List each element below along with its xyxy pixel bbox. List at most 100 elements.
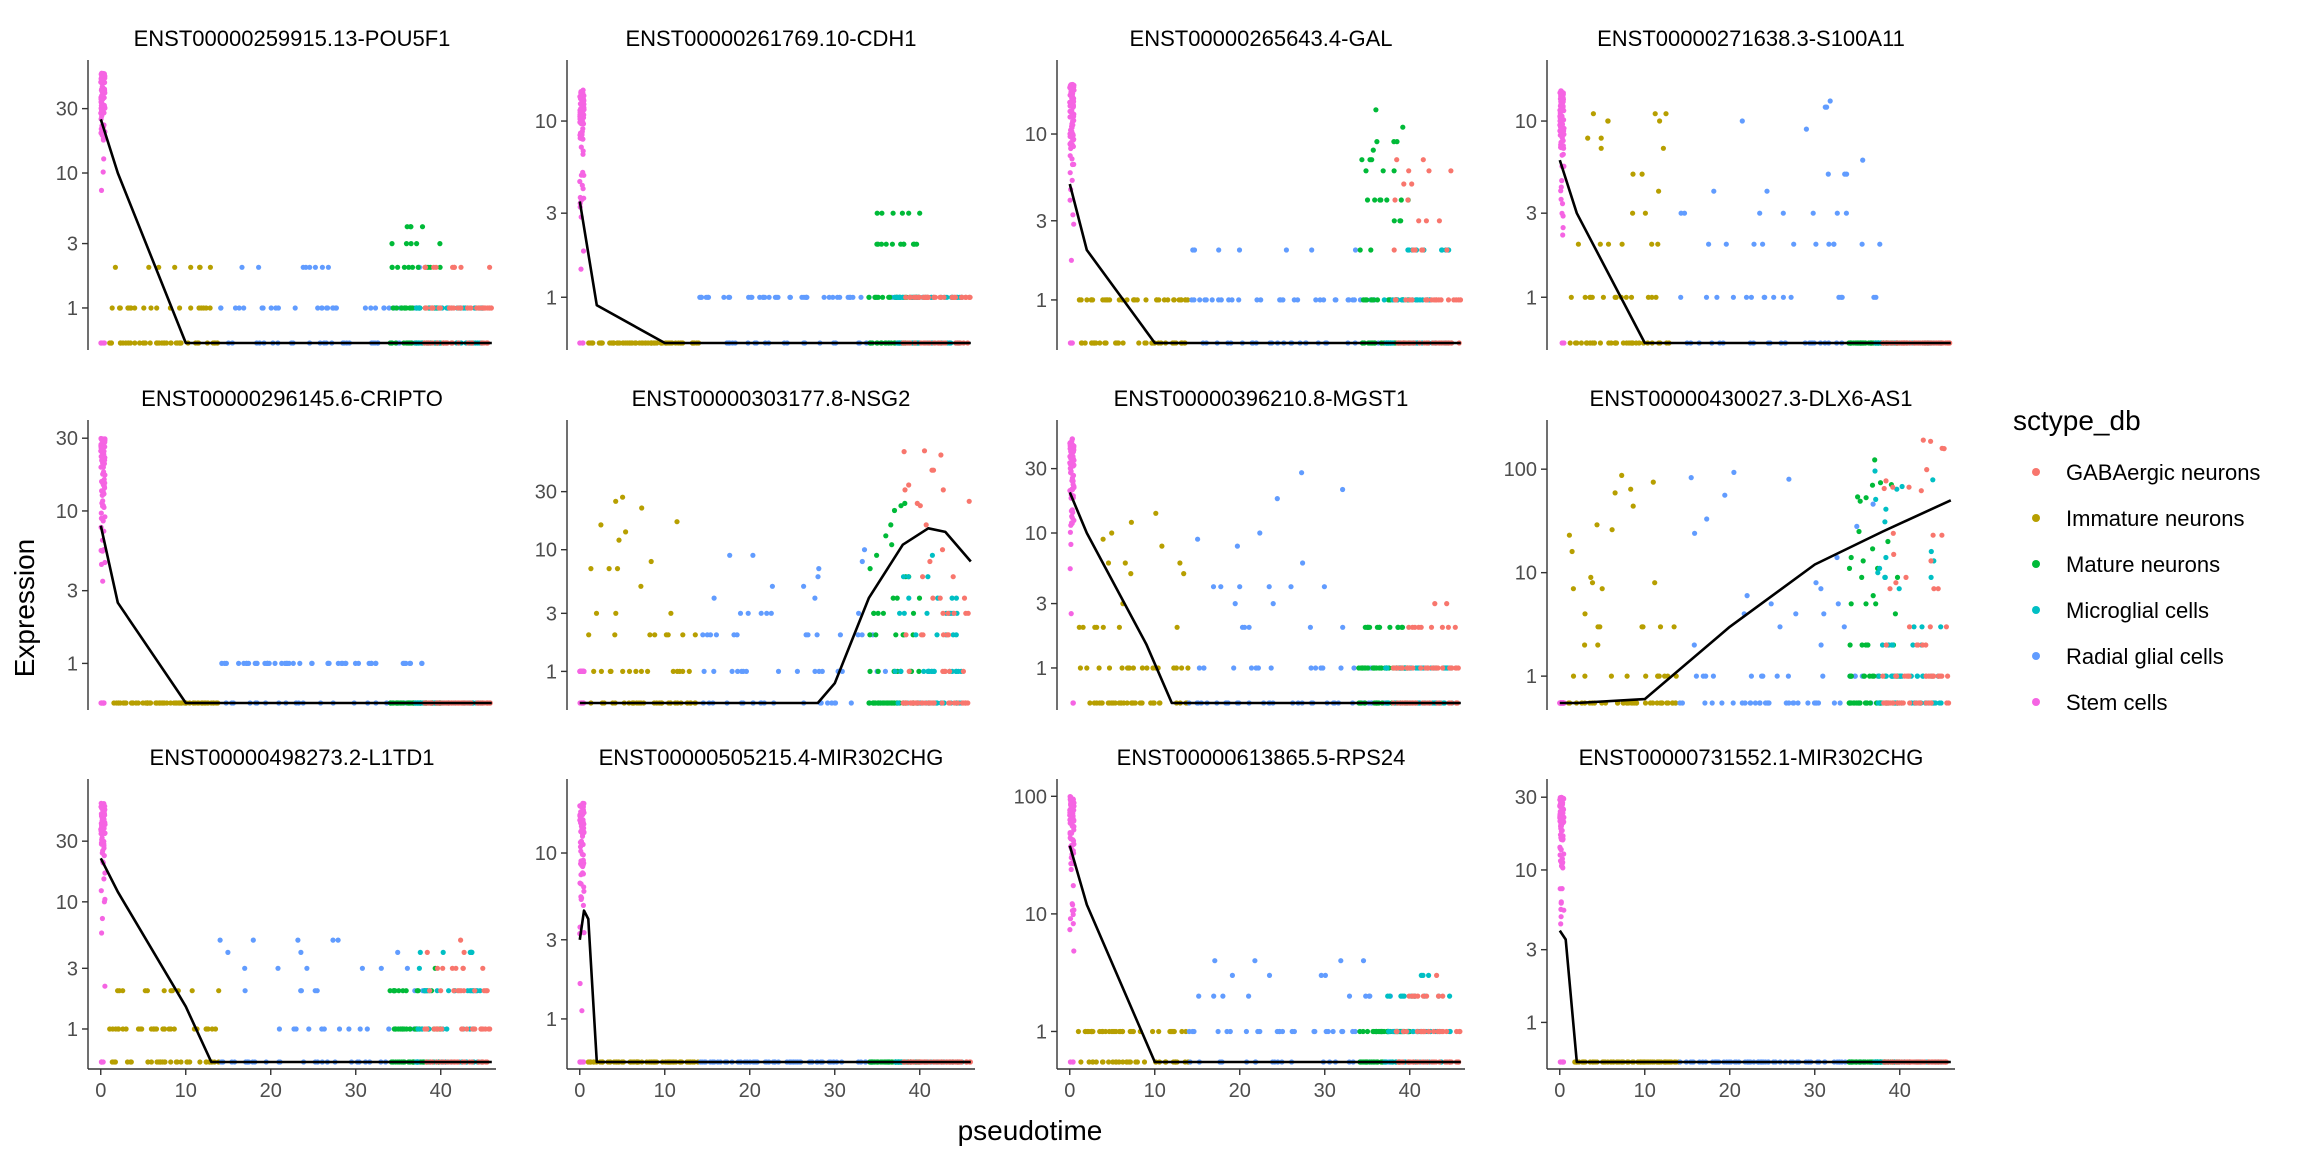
data-point	[1869, 482, 1876, 488]
data-point	[1412, 624, 1418, 630]
data-point	[837, 632, 844, 638]
data-point	[1927, 673, 1934, 679]
data-point	[250, 937, 256, 943]
data-point	[1067, 108, 1073, 114]
data-point	[614, 566, 621, 572]
data-point	[1628, 294, 1635, 300]
data-point	[1097, 1028, 1103, 1035]
panel-title: ENST00000296145.6-CRIPTO	[141, 386, 443, 411]
data-point	[1144, 665, 1150, 671]
data-point	[1367, 993, 1373, 999]
panel-title: ENST00000396210.8-MGST1	[1114, 386, 1409, 411]
data-point	[579, 1008, 585, 1014]
data-point	[1652, 111, 1658, 117]
data-point	[1857, 498, 1863, 504]
data-point	[1803, 126, 1809, 132]
data-point	[958, 294, 965, 300]
data-point	[916, 595, 923, 601]
data-point	[404, 224, 410, 230]
data-point	[207, 264, 213, 270]
data-point	[428, 305, 435, 311]
data-point	[906, 482, 912, 488]
data-point	[1128, 519, 1134, 525]
data-point	[1629, 340, 1635, 346]
data-point	[1872, 457, 1878, 463]
data-point	[1628, 486, 1634, 492]
data-point	[1659, 700, 1665, 706]
data-point	[940, 610, 946, 616]
data-point	[1243, 1028, 1249, 1035]
data-point	[1570, 673, 1577, 679]
data-point	[1185, 665, 1191, 671]
data-point	[966, 294, 972, 300]
data-point	[879, 210, 885, 216]
data-point	[1907, 700, 1913, 706]
scatter-points	[1557, 88, 1953, 346]
data-point	[100, 488, 106, 495]
data-point	[154, 305, 160, 311]
data-point	[1399, 665, 1405, 671]
data-point	[1880, 673, 1886, 679]
data-point	[1630, 171, 1636, 177]
data-point	[1069, 515, 1075, 521]
data-point	[898, 503, 904, 509]
y-tick-label: 1	[1036, 290, 1047, 312]
scatter-points	[98, 800, 493, 1065]
data-point	[1429, 665, 1435, 671]
data-point	[953, 595, 960, 601]
data-point	[1130, 1028, 1136, 1035]
data-point	[1630, 210, 1636, 216]
data-point	[1097, 340, 1103, 346]
data-point	[930, 595, 936, 601]
data-point	[1069, 125, 1075, 131]
data-point	[1070, 103, 1076, 109]
data-point	[648, 558, 654, 565]
data-point	[236, 660, 242, 667]
data-point	[1903, 574, 1909, 581]
data-point	[1791, 241, 1797, 247]
data-point	[355, 660, 362, 667]
data-point	[1071, 161, 1077, 167]
data-point	[458, 264, 464, 270]
data-point	[1731, 469, 1737, 475]
data-point	[1413, 297, 1419, 303]
x-tick-label: 10	[175, 1080, 197, 1102]
data-point	[925, 700, 932, 706]
data-point	[598, 668, 605, 675]
data-point	[674, 519, 680, 525]
data-point	[1863, 601, 1869, 607]
data-point	[1220, 993, 1226, 999]
data-point	[1330, 1028, 1336, 1035]
data-point	[1826, 241, 1832, 247]
data-point	[1311, 1028, 1317, 1035]
data-point	[1426, 972, 1432, 979]
data-point	[1448, 168, 1454, 174]
data-point	[276, 1026, 282, 1032]
data-point	[1649, 294, 1655, 300]
y-tick-label: 100	[1014, 786, 1047, 808]
data-point	[769, 583, 776, 589]
data-point	[834, 294, 841, 300]
data-point	[1559, 178, 1565, 184]
data-point	[1600, 294, 1606, 300]
data-point	[1824, 104, 1830, 110]
data-point	[359, 965, 365, 971]
data-point	[1373, 107, 1379, 113]
data-point	[1842, 171, 1848, 177]
data-point	[1394, 1028, 1400, 1035]
data-point	[825, 700, 831, 706]
data-point	[438, 988, 444, 994]
data-point	[1376, 1028, 1382, 1035]
data-point	[1624, 673, 1630, 679]
data-point	[381, 305, 387, 311]
data-point	[721, 294, 727, 300]
data-point	[389, 241, 395, 247]
data-point	[1818, 642, 1824, 648]
data-point	[1218, 584, 1224, 590]
data-point	[101, 504, 107, 510]
data-point	[1835, 601, 1841, 607]
data-point	[1568, 294, 1574, 300]
data-point	[581, 105, 587, 111]
data-point	[1451, 297, 1457, 303]
